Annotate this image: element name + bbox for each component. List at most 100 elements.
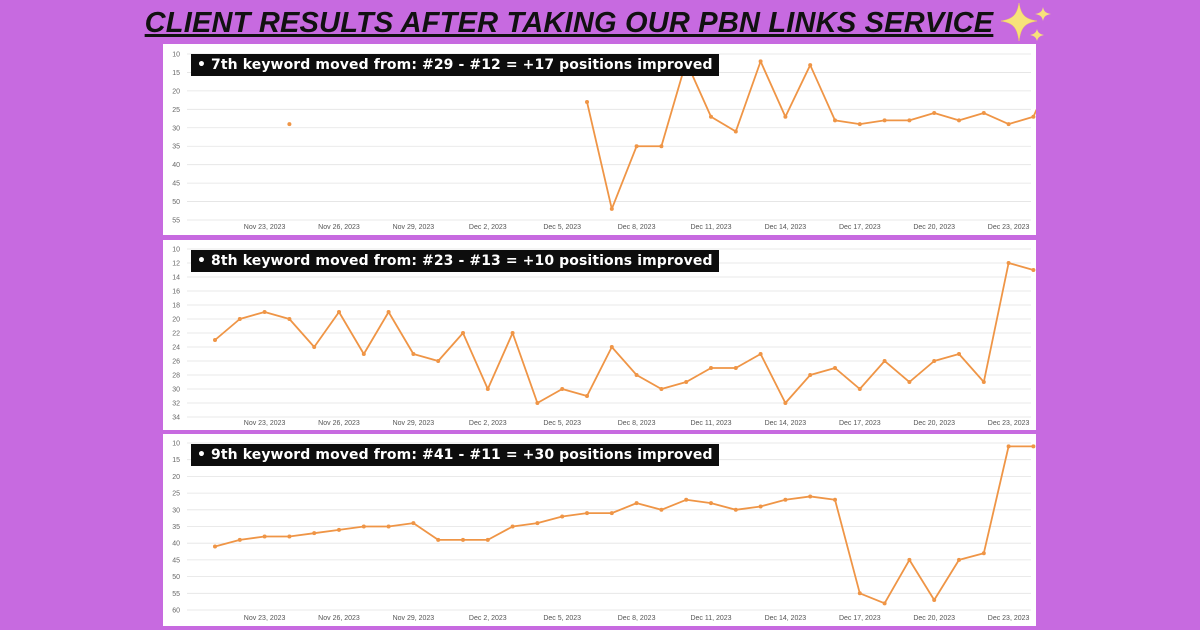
data-point xyxy=(312,345,317,349)
y-tick-label: 35 xyxy=(172,524,180,531)
y-tick-label: 10 xyxy=(172,441,180,448)
x-tick-label: Nov 23, 2023 xyxy=(244,224,286,231)
y-tick-label: 10 xyxy=(172,52,180,59)
y-tick-label: 30 xyxy=(172,507,180,514)
y-tick-label: 25 xyxy=(172,491,180,498)
x-tick-label: Dec 14, 2023 xyxy=(765,420,807,427)
data-point xyxy=(882,359,887,363)
x-tick-label: Nov 29, 2023 xyxy=(393,224,435,231)
y-tick-label: 50 xyxy=(172,199,180,206)
data-point xyxy=(262,310,267,314)
y-tick-label: 30 xyxy=(172,125,180,132)
data-point xyxy=(634,501,639,506)
chart-panel-9th-keyword: 10 15 20 25 30 35 40 45 50 55 60 Nov 23, 2023 Nov 26… xyxy=(163,434,1036,626)
data-point xyxy=(932,111,937,116)
data-point xyxy=(733,507,738,512)
x-tick-label: Dec 20, 2023 xyxy=(913,420,955,427)
x-tick-label: Nov 26, 2023 xyxy=(318,615,360,622)
data-point xyxy=(237,317,242,321)
data-point xyxy=(808,63,813,68)
y-tick-label: 28 xyxy=(172,373,180,380)
x-tick-label: Dec 14, 2023 xyxy=(765,615,807,622)
data-point xyxy=(981,380,986,384)
data-point xyxy=(659,144,664,149)
data-point xyxy=(436,359,441,363)
data-point xyxy=(510,524,515,529)
chart-7th-keyword: 10 15 20 25 30 35 40 45 50 55 Nov 23, 2023 Nov 26, … xyxy=(172,52,1036,231)
data-point xyxy=(733,129,738,134)
data-point xyxy=(510,331,515,335)
data-point xyxy=(932,597,937,602)
data-point xyxy=(213,338,217,342)
data-point xyxy=(1006,444,1011,449)
data-point xyxy=(758,352,763,356)
y-tick-label: 32 xyxy=(172,401,180,408)
y-tick-label: 10 xyxy=(172,247,180,254)
data-point xyxy=(808,494,813,499)
data-point xyxy=(337,310,341,314)
data-point xyxy=(609,206,614,211)
data-point xyxy=(585,99,589,104)
data-point xyxy=(535,401,540,405)
data-point xyxy=(535,521,540,526)
y-tick-label: 14 xyxy=(172,275,180,282)
data-point xyxy=(262,534,267,539)
data-point xyxy=(932,359,937,363)
data-point xyxy=(957,352,961,356)
data-point xyxy=(981,551,986,556)
y-tick-label: 35 xyxy=(172,144,180,151)
y-tick-label: 40 xyxy=(172,541,180,548)
data-point xyxy=(634,144,639,149)
data-point xyxy=(560,387,565,391)
data-point xyxy=(833,497,837,502)
data-point xyxy=(709,114,713,119)
y-tick-label: 45 xyxy=(172,557,180,564)
chart-title: • 8th keyword moved from: #23 - #13 = +1… xyxy=(191,250,719,272)
data-point xyxy=(857,591,862,596)
y-tick-label: 50 xyxy=(172,574,180,581)
y-tick-label: 30 xyxy=(172,387,180,394)
data-point xyxy=(461,537,465,542)
x-tick-label: Dec 5, 2023 xyxy=(543,224,581,231)
y-tick-label: 55 xyxy=(172,591,180,598)
series-line xyxy=(214,262,1034,404)
headline: CLIENT RESULTS AFTER TAKING OUR PBN LINK… xyxy=(0,2,1200,44)
data-point xyxy=(907,557,912,562)
data-point xyxy=(609,511,614,516)
data-point xyxy=(361,524,366,529)
data-point xyxy=(882,601,887,606)
headline-text: CLIENT RESULTS AFTER TAKING OUR PBN LINK… xyxy=(144,6,994,39)
y-tick-label: 15 xyxy=(172,457,180,464)
x-tick-label: Nov 26, 2023 xyxy=(318,224,360,231)
sparkles-icon xyxy=(1001,2,1052,42)
y-tick-label: 18 xyxy=(172,303,180,310)
chart-panel-8th-keyword: 10 12 14 16 18 20 22 24 26 28 30 32 34 Nov 23, 2023 No… xyxy=(163,240,1036,430)
data-point xyxy=(585,394,589,398)
data-point xyxy=(857,122,862,127)
series-line xyxy=(586,60,1036,210)
data-point xyxy=(709,366,713,370)
data-point xyxy=(882,118,887,123)
data-point xyxy=(237,537,242,542)
series-line xyxy=(214,445,1034,605)
data-point xyxy=(907,380,912,384)
y-tick-label: 20 xyxy=(172,474,180,481)
data-point xyxy=(783,497,788,502)
y-tick-label: 25 xyxy=(172,107,180,114)
x-tick-label: Nov 29, 2023 xyxy=(393,420,435,427)
y-tick-label: 20 xyxy=(172,88,180,95)
data-point xyxy=(361,352,366,356)
data-point xyxy=(287,122,292,127)
data-point xyxy=(287,534,292,539)
y-tick-label: 60 xyxy=(172,608,180,615)
data-point xyxy=(287,317,292,321)
data-point xyxy=(634,373,639,377)
data-point xyxy=(833,366,837,370)
y-tick-label: 40 xyxy=(172,162,180,169)
data-point xyxy=(684,380,689,384)
y-tick-label: 55 xyxy=(172,218,180,225)
x-tick-label: Dec 23, 2023 xyxy=(988,420,1030,427)
x-tick-label: Dec 17, 2023 xyxy=(839,615,881,622)
x-tick-label: Dec 20, 2023 xyxy=(913,224,955,231)
data-point xyxy=(907,118,912,123)
